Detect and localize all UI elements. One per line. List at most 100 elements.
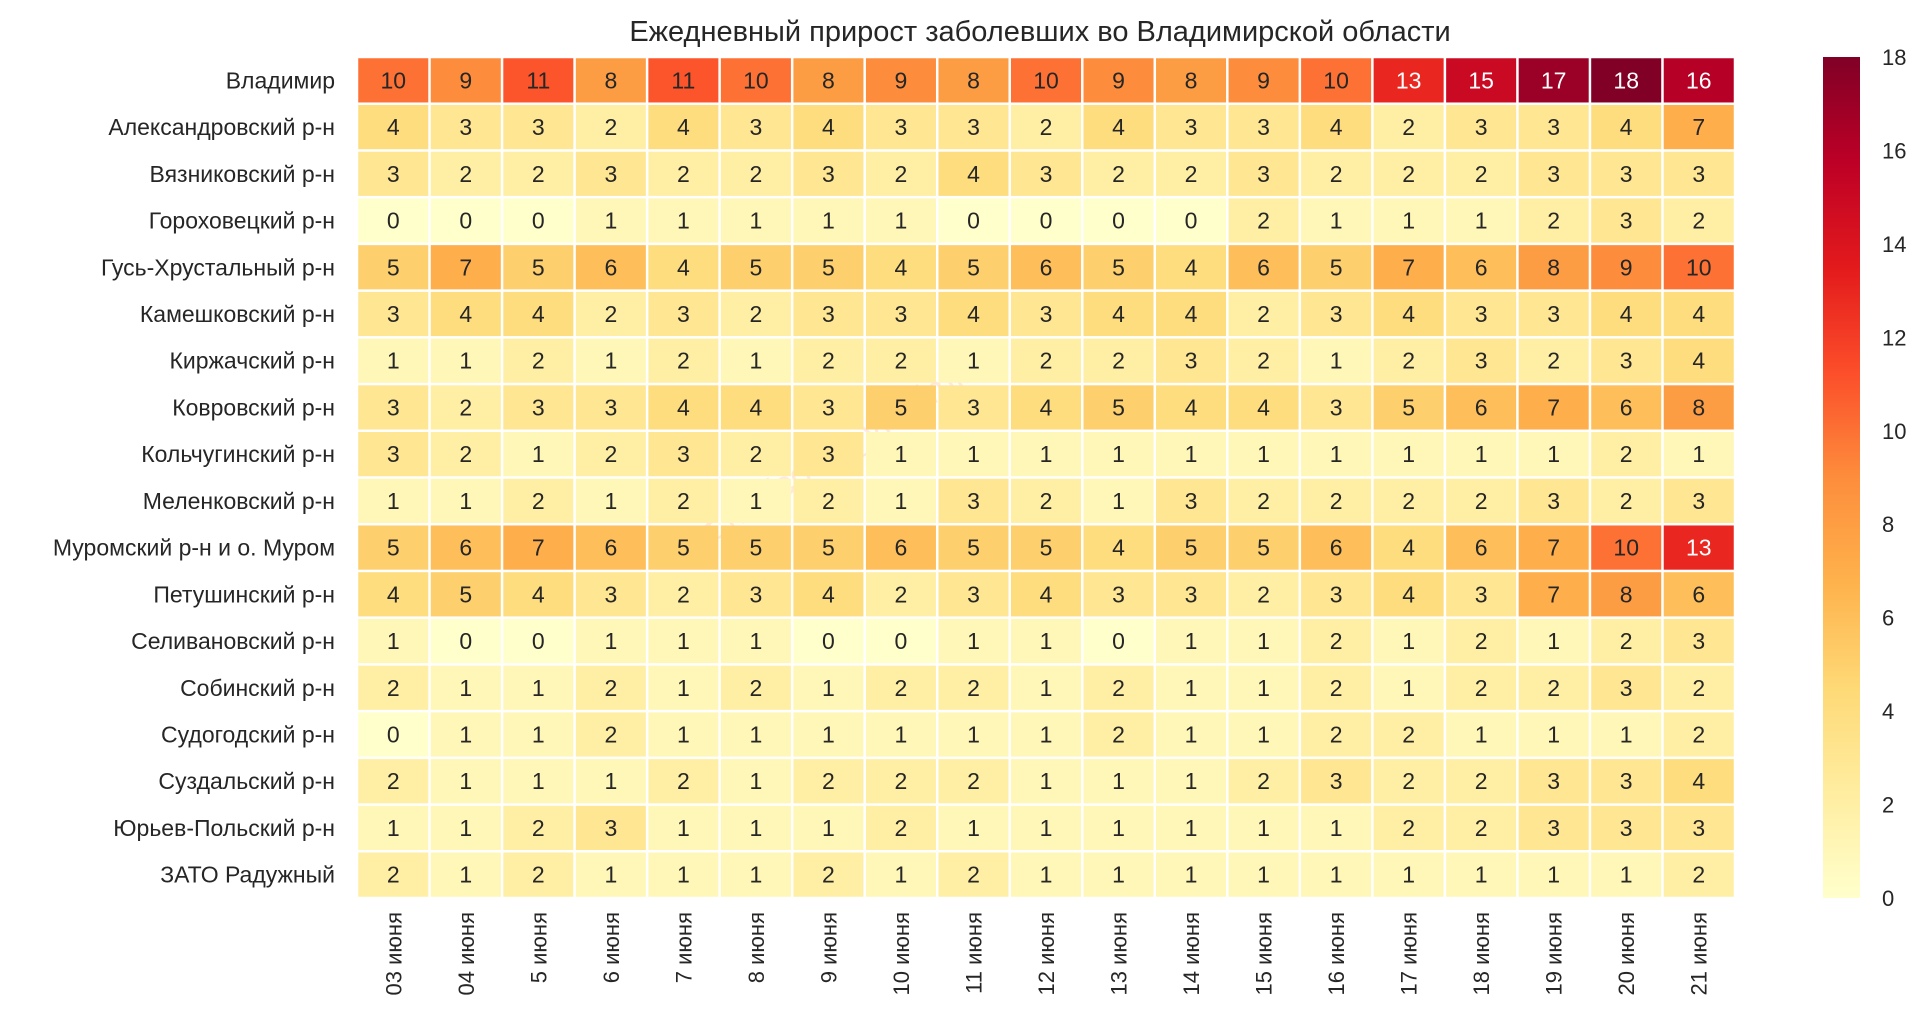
cell-value: 4 xyxy=(1112,535,1125,561)
heatmap-cell xyxy=(1373,245,1444,290)
cell-value: 1 xyxy=(1040,441,1053,467)
cell-value: 2 xyxy=(1112,675,1125,701)
cell-value: 4 xyxy=(1112,301,1125,327)
cell-value: 1 xyxy=(677,862,690,888)
row-label: Вязниковский р-н xyxy=(149,161,335,187)
heatmap-cell xyxy=(430,618,501,664)
heatmap-cell xyxy=(720,618,791,664)
heatmap-cell xyxy=(1518,712,1589,757)
heatmap-cell xyxy=(1373,58,1444,103)
cell-value: 5 xyxy=(749,254,762,280)
heatmap-cell xyxy=(648,198,719,243)
cell-value: 11 xyxy=(671,67,695,93)
cell-value: 3 xyxy=(895,114,908,140)
cell-value: 3 xyxy=(1475,114,1488,140)
heatmap-cell xyxy=(1083,58,1154,103)
heatmap-cell xyxy=(865,759,936,804)
heatmap-cell xyxy=(720,198,791,243)
cell-value: 3 xyxy=(822,441,835,467)
heatmap-cell xyxy=(1156,385,1227,430)
heatmap-cell xyxy=(1010,478,1082,523)
heatmap-cell xyxy=(358,198,429,243)
cell-value: 6 xyxy=(459,535,472,561)
heatmap-cell xyxy=(1663,385,1734,430)
heatmap-cell xyxy=(575,245,646,290)
heatmap-cell xyxy=(358,852,429,897)
heatmap-cell xyxy=(1156,712,1227,757)
cell-value: 0 xyxy=(532,208,545,234)
heatmap-cell xyxy=(430,759,501,804)
heatmap-cell xyxy=(1591,572,1662,617)
heatmap-cell xyxy=(358,432,429,477)
heatmap-cell xyxy=(575,852,646,897)
cell-value: 3 xyxy=(532,394,545,420)
cell-value: 1 xyxy=(895,488,908,514)
heatmap-cell xyxy=(865,805,936,851)
cell-value: 2 xyxy=(604,114,617,140)
column-label: 17 июня xyxy=(1397,912,1422,995)
cell-value: 1 xyxy=(387,815,400,841)
heatmap-cell xyxy=(793,572,864,617)
cell-value: 3 xyxy=(1620,815,1633,841)
heatmap-cell xyxy=(503,525,574,570)
heatmap-cell xyxy=(1301,338,1372,383)
heatmap-cell xyxy=(1373,618,1444,664)
cell-value: 4 xyxy=(532,581,545,607)
cell-value: 1 xyxy=(459,768,472,794)
cell-value: 2 xyxy=(1257,208,1270,234)
cell-value: 2 xyxy=(677,581,690,607)
cell-value: 2 xyxy=(1402,114,1415,140)
cell-value: 1 xyxy=(1330,815,1343,841)
cell-value: 5 xyxy=(967,535,980,561)
heatmap-cell xyxy=(503,665,574,710)
heatmap-cell xyxy=(1518,805,1589,851)
heatmap-cell xyxy=(648,525,719,570)
cell-value: 1 xyxy=(1040,675,1053,701)
cell-value: 1 xyxy=(1402,208,1415,234)
cell-value: 4 xyxy=(1040,394,1053,420)
cell-value: 4 xyxy=(1257,394,1270,420)
heatmap-cell xyxy=(1663,58,1734,103)
heatmap-cell xyxy=(575,198,646,243)
cell-value: 2 xyxy=(1475,161,1488,187)
heatmap-cell xyxy=(1446,198,1517,243)
heatmap-cell xyxy=(648,58,719,103)
heatmap-cell xyxy=(1591,665,1662,710)
heatmap-cell xyxy=(575,478,646,523)
cell-value: 3 xyxy=(1040,161,1053,187)
cell-value: 1 xyxy=(677,675,690,701)
heatmap-cell xyxy=(503,58,574,103)
cell-value: 5 xyxy=(387,535,400,561)
cell-value: 2 xyxy=(532,815,545,841)
heatmap-cell xyxy=(430,58,501,103)
heatmap-cell xyxy=(503,385,574,430)
heatmap-cell xyxy=(1301,805,1372,851)
cell-value: 2 xyxy=(1620,441,1633,467)
heatmap-cell xyxy=(575,618,646,664)
heatmap-cell xyxy=(1373,104,1444,150)
heatmap-cell xyxy=(1228,759,1299,804)
heatmap-cell xyxy=(1301,525,1372,570)
heatmap-cell xyxy=(938,712,1009,757)
cell-value: 1 xyxy=(387,628,400,654)
heatmap-cell xyxy=(1663,572,1734,617)
heatmap-cell xyxy=(1518,525,1589,570)
cell-value: 3 xyxy=(1040,301,1053,327)
heatmap-cell xyxy=(1446,852,1517,897)
cell-value: 0 xyxy=(895,628,908,654)
heatmap-cell xyxy=(720,665,791,710)
cell-value: 3 xyxy=(1330,581,1343,607)
heatmap-cell xyxy=(1518,478,1589,523)
cell-value: 3 xyxy=(1692,628,1705,654)
row-label: Юрьев-Польский р-н xyxy=(113,815,335,841)
heatmap-cell xyxy=(1518,385,1589,430)
cell-value: 0 xyxy=(387,208,400,234)
cell-value: 1 xyxy=(532,441,545,467)
heatmap-cell xyxy=(938,665,1009,710)
heatmap-cell xyxy=(865,478,936,523)
heatmap-cell xyxy=(430,432,501,477)
cell-value: 11 xyxy=(526,67,550,93)
cell-value: 0 xyxy=(459,628,472,654)
cell-value: 1 xyxy=(1112,768,1125,794)
